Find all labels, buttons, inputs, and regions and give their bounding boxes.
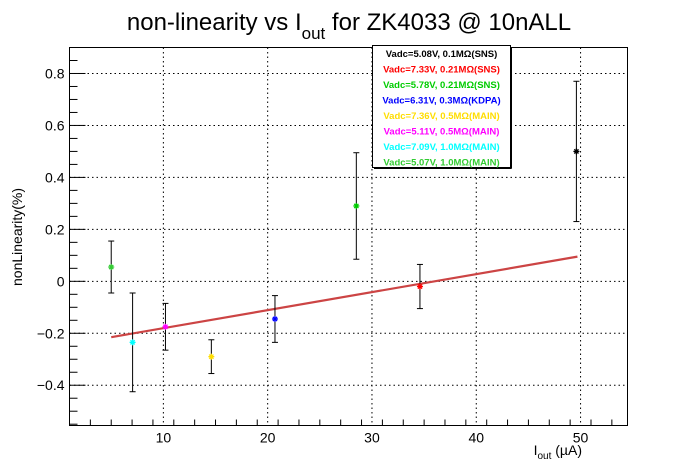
marker xyxy=(272,316,278,322)
plot-frame xyxy=(69,47,628,426)
x-tick-label: 50 xyxy=(573,430,589,446)
data-point xyxy=(162,302,169,351)
x-axis: 10 20 30 40 50 xyxy=(69,419,613,446)
x-tick-label: 30 xyxy=(364,430,380,446)
marker xyxy=(417,283,423,290)
data-point xyxy=(108,240,115,294)
legend-entry: Vadc=6.31V, 0.3MΩ(KDPA) xyxy=(382,96,500,107)
y-axis: −0.4 −0.2 0 0.2 0.4 0.6 0.8 xyxy=(37,47,86,425)
marker xyxy=(208,354,214,360)
marker xyxy=(108,264,114,270)
x-tick-label: 20 xyxy=(260,430,276,446)
legend: Vadc=5.08V, 0.1MΩ(SNS) Vadc=7.33V, 0.21MΩ… xyxy=(372,45,512,169)
data-point xyxy=(353,152,360,260)
y-tick-label: 0.4 xyxy=(45,169,65,185)
legend-entry: Vadc=7.09V, 1.0MΩ(MAIN) xyxy=(383,142,499,153)
y-tick-label: 0 xyxy=(57,273,65,289)
legend-entry: Vadc=5.07V, 1.0MΩ(MAIN) xyxy=(383,158,499,169)
y-tick-label: 0.2 xyxy=(45,221,65,237)
y-tick-label: 0.6 xyxy=(45,117,65,133)
fit-line-segment xyxy=(111,255,578,339)
data-point xyxy=(271,295,278,343)
data-point xyxy=(416,263,423,310)
legend-entry: Vadc=7.36V, 0.5MΩ(MAIN) xyxy=(383,111,499,122)
legend-box xyxy=(372,45,511,168)
y-tick-label: 0.8 xyxy=(45,65,65,81)
legend-entry: Vadc=5.11V, 0.5MΩ(MAIN) xyxy=(384,127,500,138)
marker xyxy=(573,148,579,154)
grid-lines xyxy=(69,47,628,426)
legend-entry: Vadc=5.08V, 0.1MΩ(SNS) xyxy=(386,49,498,60)
chart-title: non-linearity vs Iout for ZK4033 @ 10nAL… xyxy=(127,9,571,43)
data-points xyxy=(108,80,580,393)
x-tick-label: 40 xyxy=(468,430,484,446)
y-tick-label: −0.2 xyxy=(37,325,65,341)
marker xyxy=(162,324,169,330)
data-point xyxy=(573,80,580,223)
y-tick-label: −0.4 xyxy=(37,377,65,393)
marker xyxy=(130,339,136,345)
fit-line xyxy=(111,255,578,339)
data-point xyxy=(208,339,215,375)
x-tick-label: 10 xyxy=(156,430,172,446)
legend-entry: Vadc=7.33V, 0.21MΩ(SNS) xyxy=(383,65,500,76)
legend-entry: Vadc=5.78V, 0.21MΩ(SNS) xyxy=(383,80,500,91)
y-axis-label: nonLinearity(%) xyxy=(9,188,25,286)
x-axis-label: Iout (µA) xyxy=(534,442,582,462)
data-point xyxy=(129,292,136,393)
marker xyxy=(353,203,359,209)
